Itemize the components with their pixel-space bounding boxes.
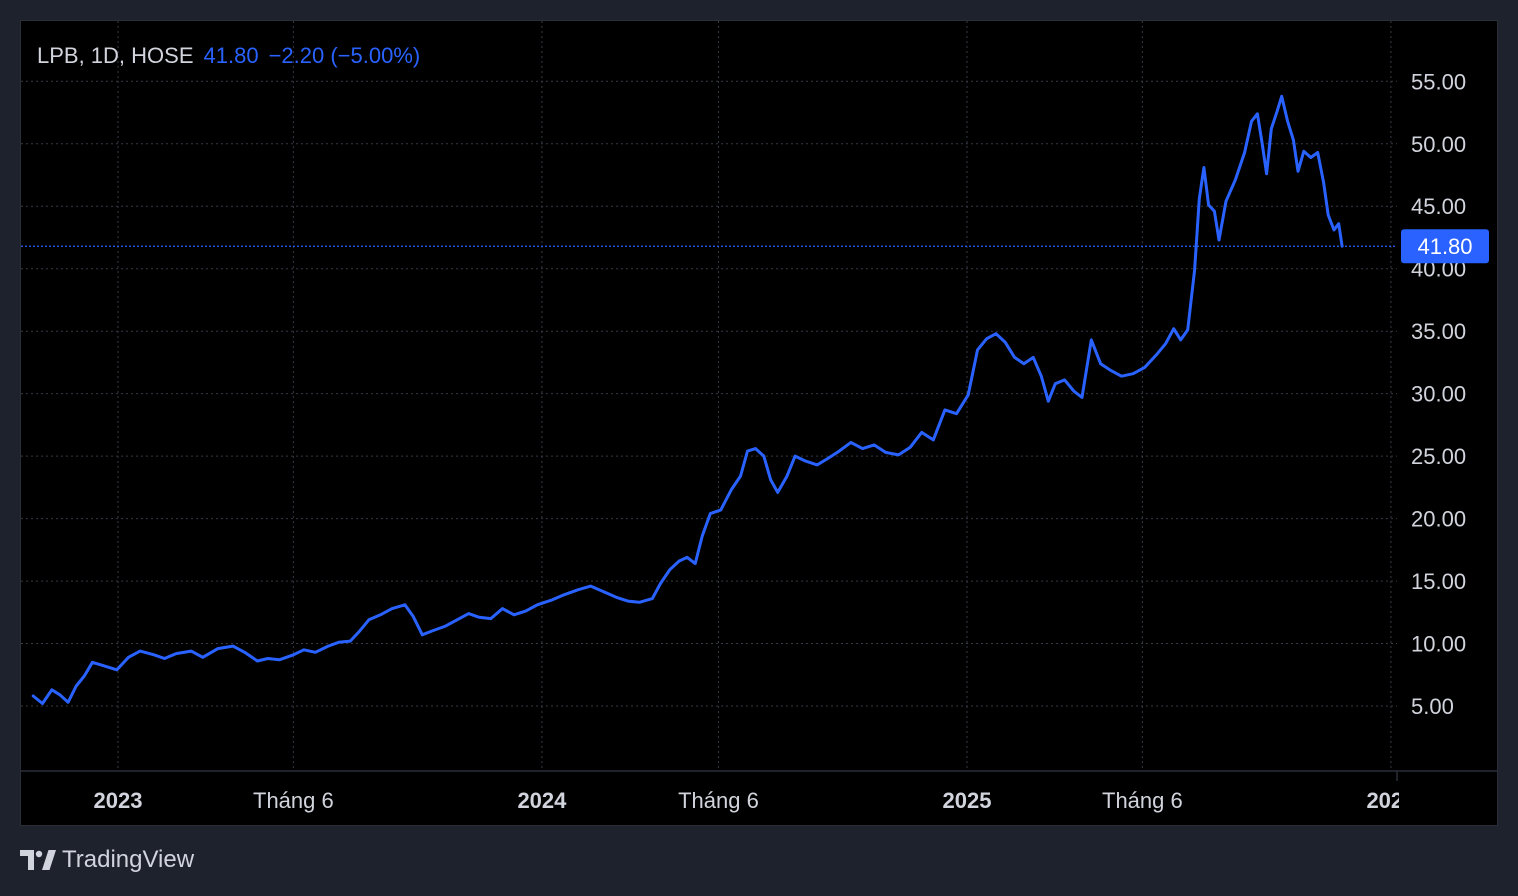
price-series-line [31, 94, 1344, 705]
chart-area[interactable]: 5.00 10.00 15.00 20.00 25.00 30.00 35.00 40.00 4… [20, 20, 1498, 826]
y-tick-label: 50.00 [1411, 132, 1466, 157]
axis-corner [1399, 772, 1497, 825]
brand-name: TradingView [62, 846, 195, 873]
x-tick-label: 2024 [517, 788, 567, 813]
chart-svg[interactable]: 5.0010.0015.0020.0025.0030.0035.0040.004… [21, 21, 1497, 825]
y-tick-label: 15.00 [1411, 569, 1466, 594]
last-price-badge-label: 41.80 [1417, 234, 1472, 259]
y-tick-label: 55.00 [1411, 69, 1466, 94]
legend-last-price: 41.80 [203, 43, 259, 68]
y-tick-label: 25.00 [1411, 444, 1466, 469]
last-price-badge [1401, 229, 1489, 264]
tradingview-logo-icon [20, 850, 56, 870]
x-tick-label: Tháng 6 [253, 788, 334, 813]
x-tick-label: Tháng 6 [1102, 788, 1183, 813]
y-tick-label: 20.00 [1411, 507, 1466, 532]
legend-change: −2.20 (−5.00%) [268, 43, 421, 68]
y-tick-label: 35.00 [1411, 319, 1466, 344]
y-tick-label: 5.00 [1411, 694, 1454, 719]
x-tick-label: Tháng 6 [678, 788, 759, 813]
y-tick-label: 30.00 [1411, 382, 1466, 407]
y-tick-label: 45.00 [1411, 194, 1466, 219]
legend-symbol: LPB, 1D, HOSE [37, 43, 194, 68]
y-tick-label: 10.00 [1411, 632, 1466, 657]
x-tick-label: 2025 [943, 788, 992, 813]
x-tick-label: 2023 [94, 788, 143, 813]
tradingview-attribution[interactable]: TradingView [20, 846, 194, 874]
legend: LPB, 1D, HOSE 41.80 −2.20 (−5.00%) [37, 43, 420, 69]
